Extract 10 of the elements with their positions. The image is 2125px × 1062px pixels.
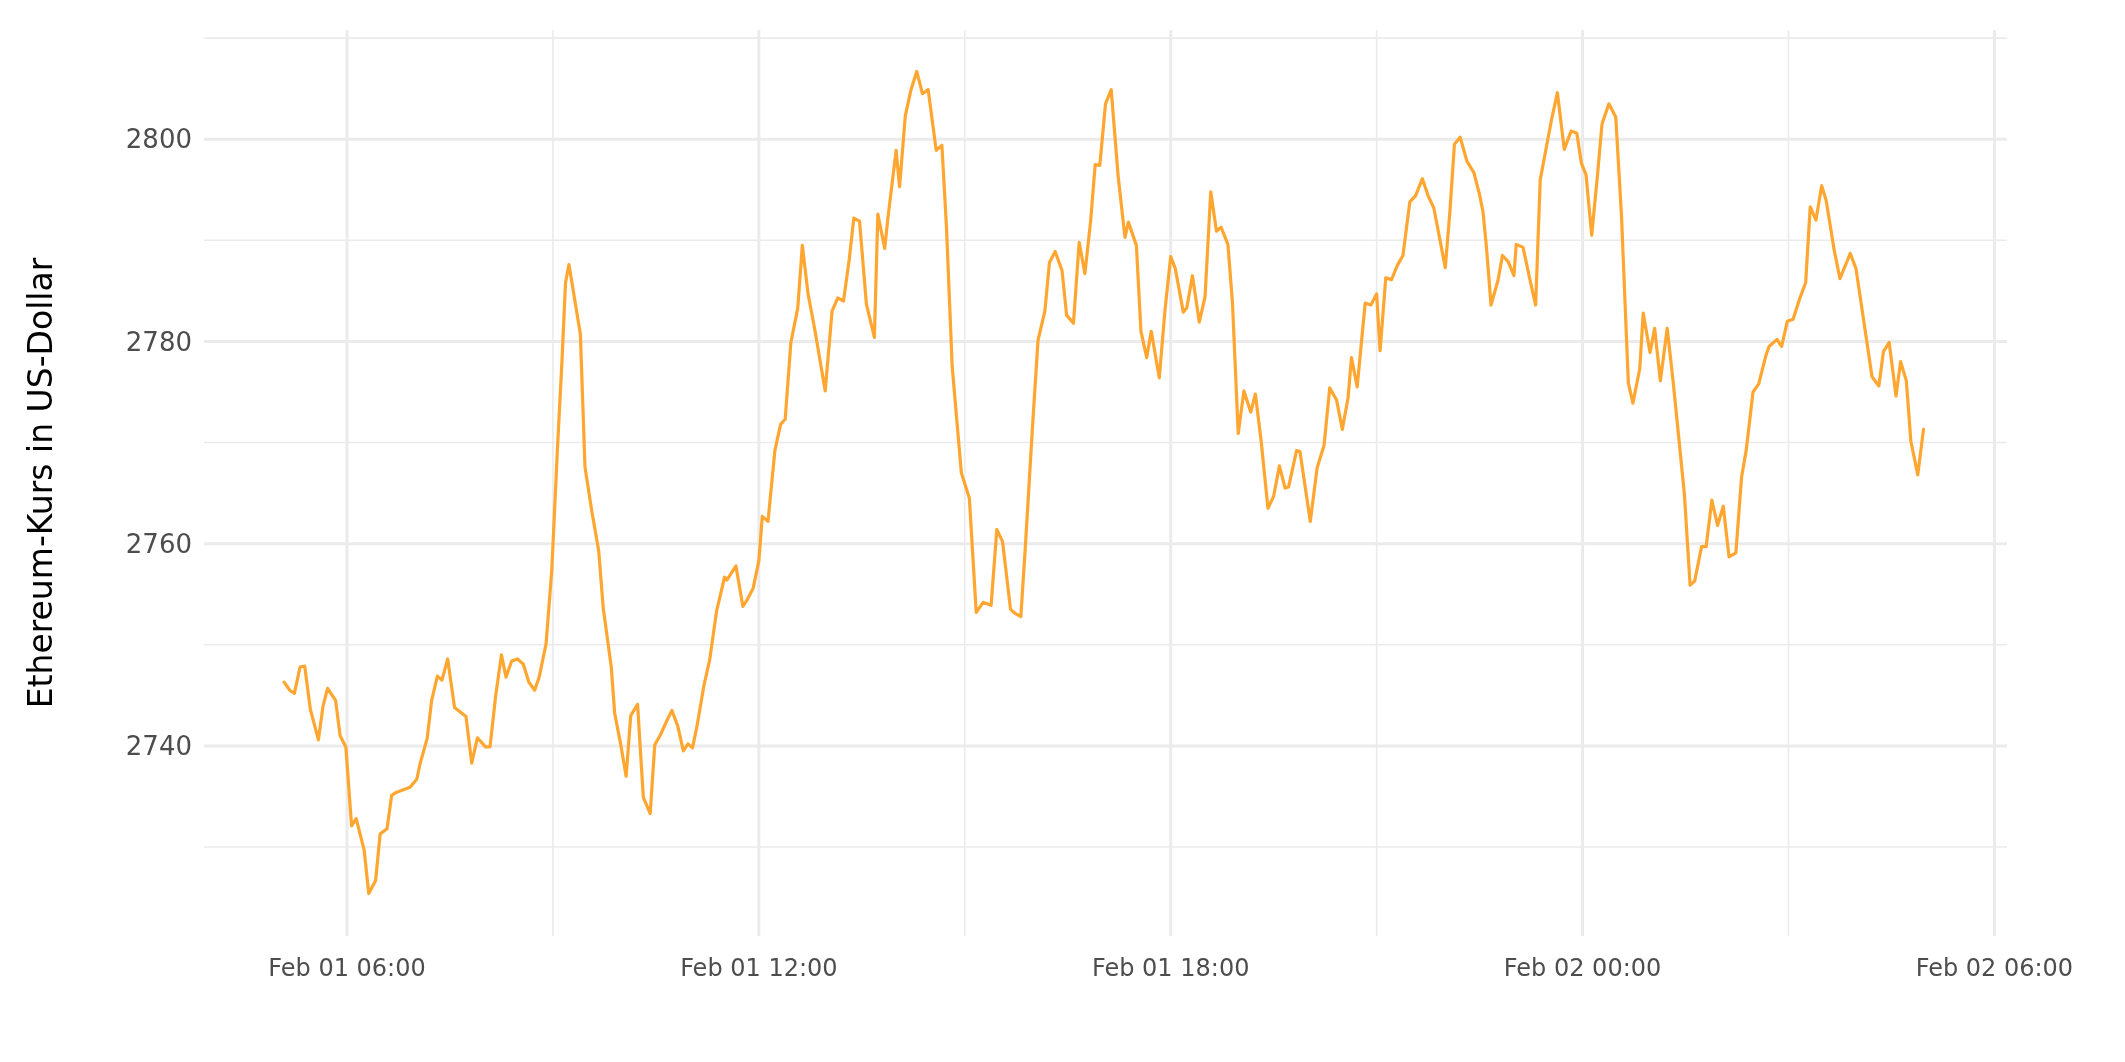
y-tick-label: 2740 [125,731,192,761]
y-axis-title: Ethereum-Kurs in US-Dollar [21,257,60,709]
x-tick-label: Feb 01 12:00 [680,954,838,982]
x-tick-label: Feb 01 06:00 [268,954,426,982]
x-tick-label: Feb 02 06:00 [1915,954,2074,982]
x-tick-label: Feb 02 00:00 [1503,954,1662,982]
x-tick-label: Feb 01 18:00 [1091,954,1250,982]
y-tick-label: 2780 [125,326,192,357]
y-tick-label: 2760 [125,528,192,559]
y-tick-label: 2800 [125,124,192,155]
